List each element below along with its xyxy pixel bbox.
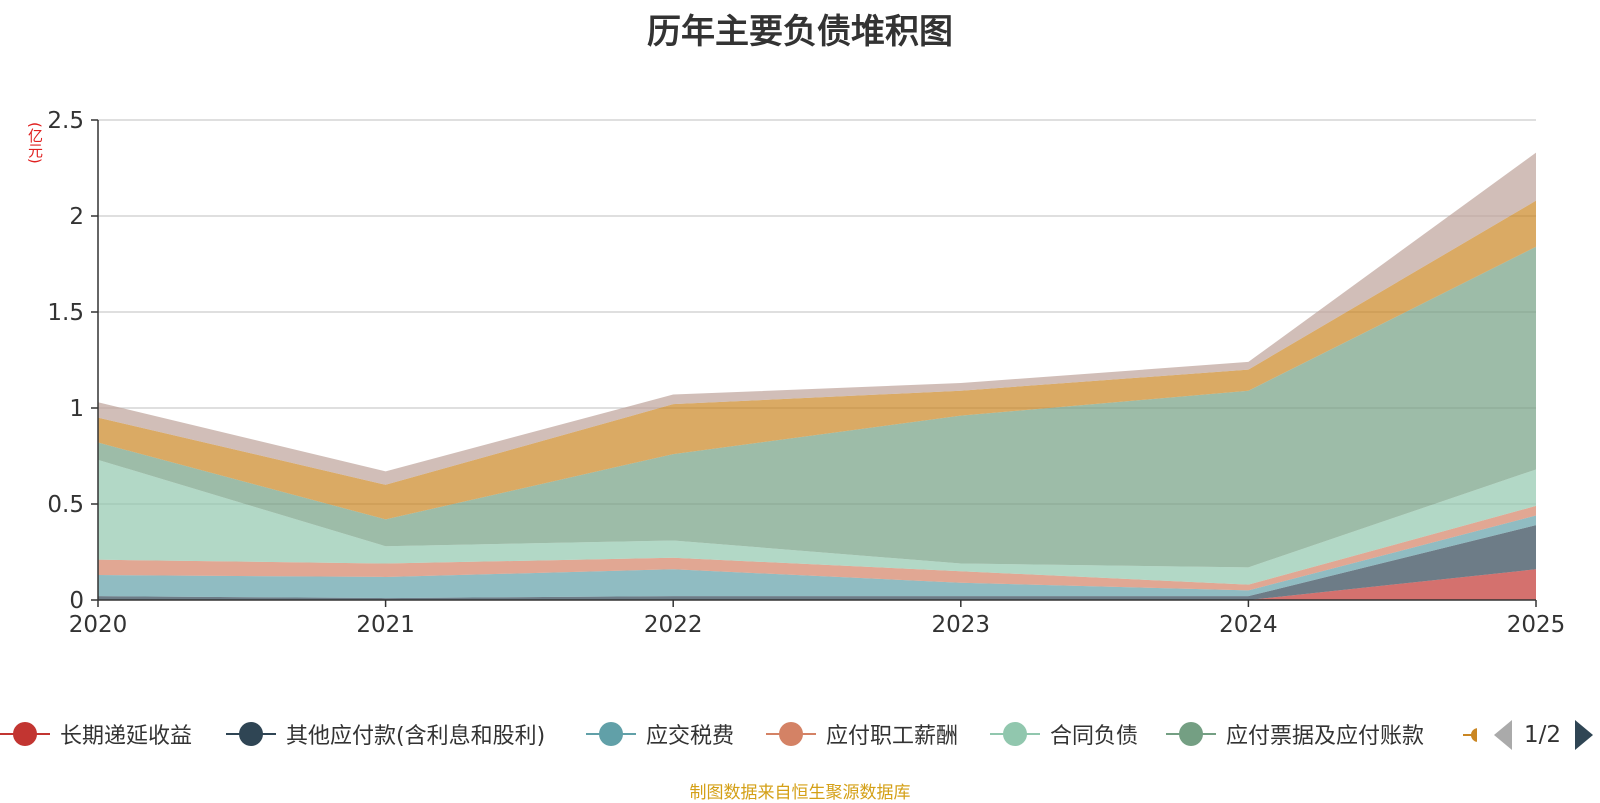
chart-title: 历年主要负债堆积图	[647, 12, 953, 52]
legend-pager: 1/2	[1494, 718, 1594, 752]
legend-label: 应付票据及应付账款	[1226, 724, 1425, 749]
area-series-2[interactable]	[98, 515, 1536, 599]
legend-label: 应交税费	[646, 724, 735, 749]
y-tick-label: 1.5	[47, 300, 84, 326]
pager-text: 1/2	[1524, 722, 1562, 748]
x-tick-label: 2020	[69, 612, 128, 638]
legend-circle-icon	[766, 719, 816, 749]
y-tick-label: 2	[69, 204, 84, 230]
stacked-area-chart: 0 0.5 1 1.5 2 2.5 2020 2021 2022 2023 2024 2025	[47, 108, 1566, 638]
legend-item[interactable]: 其他应付款(含利息和股利)	[226, 714, 545, 754]
y-axis-unit-label: (亿元)	[26, 122, 44, 164]
y-tick-label: 2.5	[47, 108, 84, 134]
x-tick-labels: 2020 2021 2022 2023 2024 2025	[69, 600, 1566, 638]
legend-item[interactable]: 应付职工薪酬	[766, 714, 958, 754]
area-series-4[interactable]	[98, 459, 1536, 585]
triangle-left-icon[interactable]	[1494, 720, 1512, 750]
legend-circle-icon	[1471, 728, 1477, 742]
y-tick-label: 0	[69, 588, 84, 614]
legend-circle-icon	[1166, 719, 1216, 749]
legend: 长期递延收益 其他应付款(含利息和股利) 应交税费 应付职工薪酬 合同负债 应付票据及应付…	[0, 714, 1600, 754]
area-series-5[interactable]	[98, 246, 1536, 568]
y-tick-labels: 0 0.5 1 1.5 2 2.5	[47, 108, 98, 614]
legend-label: 长期递延收益	[60, 724, 193, 749]
legend-circle-icon	[226, 719, 276, 749]
legend-item[interactable]: 长期递延收益	[0, 714, 192, 754]
legend-label: 其他应付款(含利息和股利)	[286, 724, 546, 749]
y-tick-label: 1	[69, 396, 84, 422]
legend-item[interactable]: 应付票据及应付账款	[1166, 714, 1424, 754]
legend-circle-icon	[990, 719, 1040, 749]
x-tick-label: 2023	[932, 612, 991, 638]
legend-circle-icon	[586, 719, 636, 749]
legend-label: 合同负债	[1050, 724, 1139, 749]
triangle-right-icon[interactable]	[1575, 720, 1594, 750]
legend-item[interactable]: 应交税费	[586, 714, 734, 754]
area-series-3[interactable]	[98, 505, 1536, 591]
x-tick-label: 2024	[1219, 612, 1278, 638]
axes	[97, 120, 1536, 601]
legend-circle-icon	[0, 719, 50, 749]
area-series	[98, 152, 1536, 600]
x-tick-label: 2022	[644, 612, 703, 638]
legend-item[interactable]: 合同负债	[990, 714, 1138, 754]
legend-item-truncated[interactable]	[1463, 728, 1477, 742]
source-note: 制图数据来自恒生聚源数据库	[689, 783, 911, 803]
legend-line	[1463, 734, 1477, 736]
area-series-0[interactable]	[98, 569, 1536, 600]
x-tick-label: 2025	[1507, 612, 1566, 638]
y-tick-label: 0.5	[47, 492, 84, 518]
legend-label: 应付职工薪酬	[826, 724, 959, 749]
x-tick-label: 2021	[356, 612, 415, 638]
